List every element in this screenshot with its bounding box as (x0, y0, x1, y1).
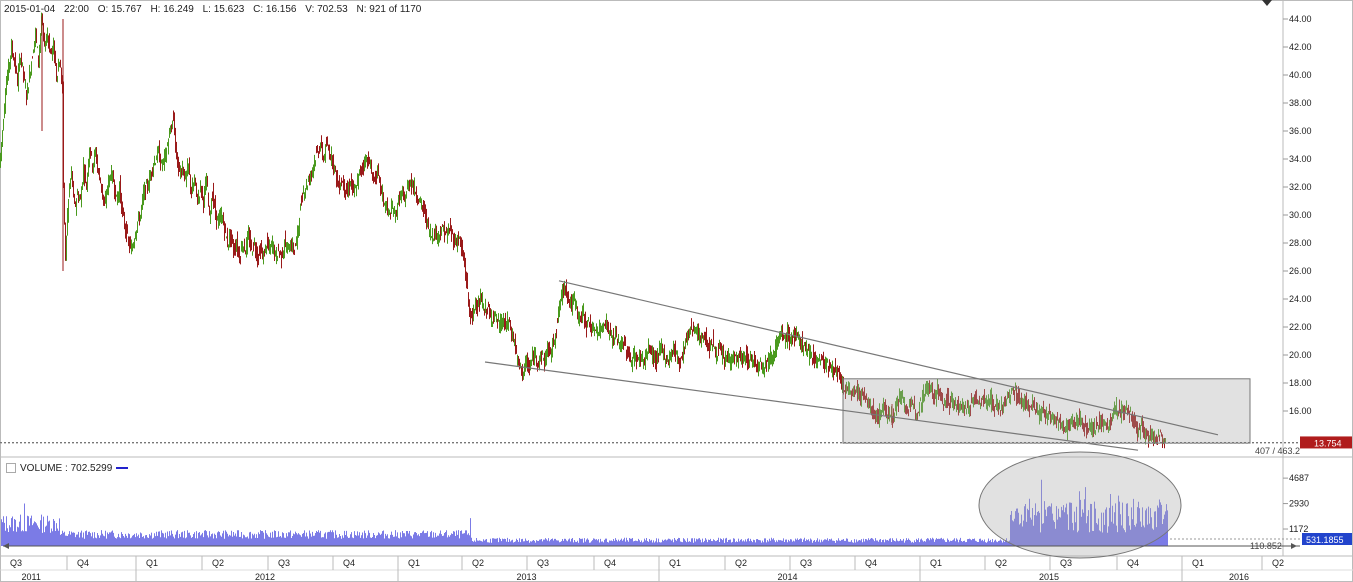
volume-bars (1, 479, 1168, 546)
price-axis-label: 28.00 (1289, 238, 1312, 248)
quarter-label: Q1 (669, 558, 681, 568)
quarter-label: Q3 (537, 558, 549, 568)
price-axis-label: 26.00 (1289, 266, 1312, 276)
high-value: H: 16.249 (150, 4, 194, 15)
volume-value: V: 702.53 (305, 4, 348, 15)
price-axis-label: 44.00 (1289, 14, 1312, 24)
last-price-value: 13.754 (1314, 438, 1342, 448)
volume-axis-label: 2930 (1289, 499, 1309, 509)
right-arrow-icon (1291, 543, 1297, 549)
quarter-label: Q2 (995, 558, 1007, 568)
price-axis-label: 18.00 (1289, 378, 1312, 388)
quarter-label: Q4 (77, 558, 89, 568)
price-axis-label: 20.00 (1289, 350, 1312, 360)
volume-badge (1302, 533, 1352, 545)
bar-count: N: 921 of 1170 (356, 4, 422, 15)
candles (0, 12, 1166, 449)
scale-readout: 407 / 463.2 (1255, 446, 1300, 456)
volume-legend: VOLUME : 702.5299 (6, 463, 129, 474)
quarter-label: Q3 (10, 558, 22, 568)
year-label: 2016 (1229, 572, 1249, 582)
volume-badge-value: 531.1855 (1306, 535, 1344, 545)
price-axis-label: 36.00 (1289, 126, 1312, 136)
quarter-label: Q4 (1127, 558, 1139, 568)
wedge-upper-line (558, 280, 1219, 436)
wedge-lower-line (484, 361, 1139, 451)
close-value: C: 16.156 (253, 4, 297, 15)
last-price-badge (1300, 436, 1352, 449)
price-axis-label: 16.00 (1289, 406, 1312, 416)
ohlc-readout: 2015-01-04 22:00 O: 15.767 H: 16.249 L: … (4, 4, 427, 15)
price-axis-label: 24.00 (1289, 294, 1312, 304)
quarter-label: Q3 (800, 558, 812, 568)
year-label: 2012 (255, 572, 275, 582)
year-label: 2015 (1039, 572, 1059, 582)
volume-legend-label: VOLUME : 702.5299 (20, 463, 113, 474)
bar-time: 22:00 (63, 4, 89, 15)
volume-color-swatch (116, 467, 129, 470)
quarter-label: Q2 (735, 558, 747, 568)
year-label: 2011 (22, 572, 41, 582)
left-arrow-icon (3, 543, 9, 549)
quarter-label: Q3 (1060, 558, 1072, 568)
bar-date: 2015-01-04 (4, 4, 56, 15)
quarter-label: Q2 (472, 558, 484, 568)
quarter-label: Q2 (1272, 558, 1284, 568)
quarter-label: Q1 (408, 558, 420, 568)
quarter-label: Q1 (1192, 558, 1204, 568)
volume-axis-label: 4687 (1289, 473, 1309, 483)
collapse-arrow-icon[interactable] (1262, 0, 1272, 6)
price-axis-label: 30.00 (1289, 210, 1312, 220)
quarter-label: Q3 (278, 558, 290, 568)
volume-min-readout: 110.852 (1250, 541, 1282, 551)
quarter-label: Q1 (146, 558, 158, 568)
price-axis-label: 22.00 (1289, 322, 1312, 332)
quarter-label: Q4 (604, 558, 616, 568)
price-axis-label: 38.00 (1289, 98, 1312, 108)
price-axis-label: 42.00 (1289, 42, 1312, 52)
open-value: O: 15.767 (97, 4, 142, 15)
quarter-label: Q2 (212, 558, 224, 568)
price-axis-label: 40.00 (1289, 70, 1312, 80)
range-box (842, 378, 1251, 444)
low-value: L: 15.623 (202, 4, 245, 15)
quarter-label: Q4 (865, 558, 877, 568)
volume-axis-label: 1172 (1289, 524, 1308, 534)
quarter-label: Q1 (930, 558, 942, 568)
toggle-checkbox-icon[interactable] (6, 463, 16, 474)
price-axis-label: 34.00 (1289, 154, 1312, 164)
year-label: 2014 (778, 572, 798, 582)
price-axis-label: 32.00 (1289, 182, 1312, 192)
quarter-label: Q4 (343, 558, 355, 568)
year-label: 2013 (517, 572, 537, 582)
volume-highlight (978, 451, 1182, 559)
